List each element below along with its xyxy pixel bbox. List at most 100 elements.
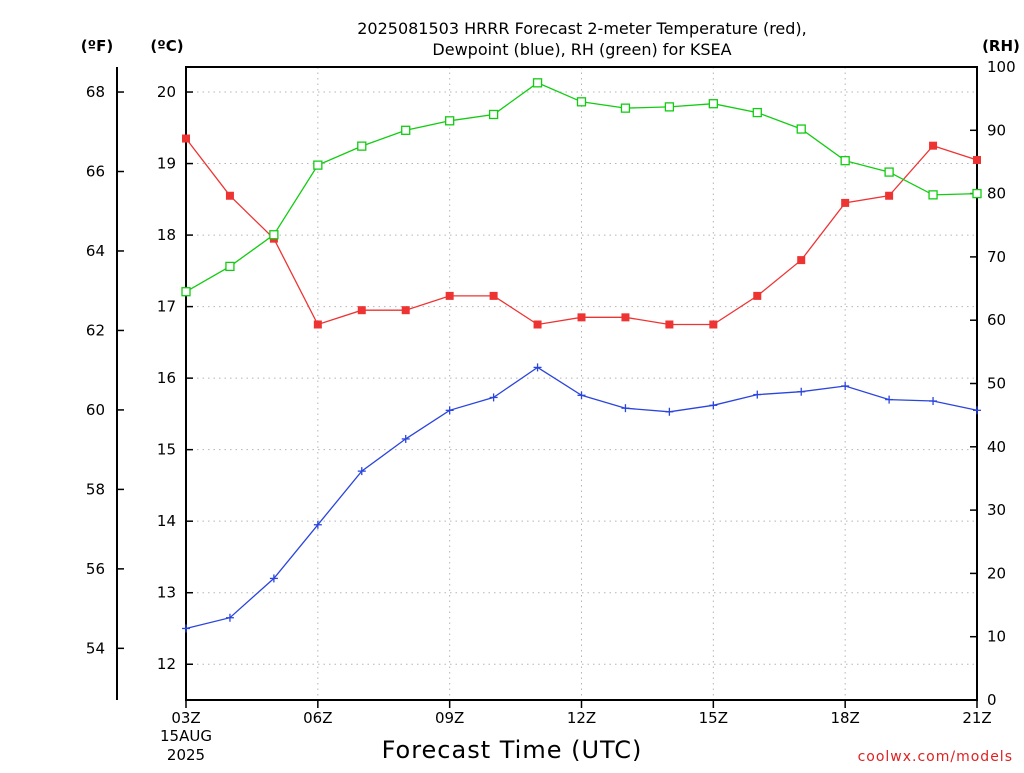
dewpoint-point [929, 397, 938, 406]
celsius-tick-label: 13 [157, 584, 176, 602]
temperature-point [182, 134, 190, 143]
chart-subtitle: Dewpoint (blue), RH (green) for KSEA [432, 40, 731, 59]
x-tick-label: 03Z [171, 709, 200, 727]
rh-tick-label: 100 [987, 58, 1016, 76]
rh-point [576, 97, 587, 107]
dewpoint-point [621, 404, 630, 413]
rh-point [401, 125, 411, 135]
dewpoint-point [709, 401, 718, 410]
x-tick-label: 09Z [435, 709, 464, 727]
rh-point [928, 190, 938, 200]
dewpoint-point [269, 574, 278, 583]
x-tick-label: 15Z [699, 709, 728, 727]
dewpoint-point [489, 393, 498, 402]
temperature-point [621, 313, 630, 322]
chart-title: 2025081503 HRRR Forecast 2-meter Tempera… [357, 19, 807, 38]
rh-tick-label: 60 [987, 311, 1006, 329]
credit-label: coolwx.com/models [858, 749, 1013, 765]
celsius-tick-label: 16 [157, 369, 176, 387]
fahrenheit-tick-label: 54 [86, 639, 105, 657]
fahrenheit-tick-label: 64 [86, 242, 105, 260]
x-date-label-month: 15AUG [160, 727, 212, 745]
x-tick-label: 21Z [962, 709, 991, 727]
rh-tick-label: 30 [987, 501, 1006, 519]
temperature-point [753, 291, 762, 300]
temperature-point [665, 320, 674, 329]
x-tick-label: 12Z [567, 709, 596, 727]
fahrenheit-tick-label: 56 [86, 560, 105, 578]
dewpoint-line [185, 366, 978, 630]
rh-point [884, 167, 894, 177]
temperature-point [445, 291, 454, 300]
celsius-tick-label: 12 [157, 655, 176, 673]
rh-point [532, 78, 543, 88]
temperature-point [797, 256, 806, 265]
celsius-tick-label: 18 [157, 226, 176, 244]
rh-point [181, 287, 191, 297]
dewpoint-point [577, 391, 586, 400]
rh-tick-label: 40 [987, 438, 1006, 456]
rh-tick-label: 70 [987, 248, 1006, 266]
rh-tick-label: 0 [987, 691, 997, 709]
x-tick-label: 06Z [303, 709, 332, 727]
temperature-point [929, 141, 938, 150]
rh-series [181, 78, 982, 297]
rh-point [752, 107, 762, 118]
celsius-unit-label: (ºC) [150, 37, 183, 55]
celsius-tick-label: 14 [157, 512, 176, 530]
dewpoint-point [533, 363, 542, 372]
rh-point [313, 160, 323, 170]
dewpoint-point [797, 387, 806, 396]
rh-point [796, 124, 806, 134]
fahrenheit-tick-label: 66 [86, 163, 105, 181]
celsius-tick-label: 15 [157, 441, 176, 459]
dewpoint-point [401, 434, 410, 443]
dewpoint-series [182, 363, 981, 633]
rh-tick-label: 50 [987, 375, 1006, 393]
fahrenheit-tick-label: 62 [86, 321, 105, 339]
rh-point [225, 261, 235, 272]
temperature-point [533, 320, 542, 329]
fahrenheit-tick-label: 68 [86, 83, 105, 101]
temperature-point [313, 320, 322, 329]
temperature-point [489, 291, 498, 300]
rh-point [488, 109, 499, 120]
fahrenheit-tick-label: 58 [86, 480, 105, 498]
rh-tick-label: 10 [987, 628, 1006, 646]
x-tick-label: 18Z [830, 709, 859, 727]
temperature-point [841, 198, 850, 207]
dewpoint-point [225, 613, 234, 622]
rh-point [445, 116, 455, 126]
dewpoint-point [313, 520, 322, 529]
temperature-point [709, 320, 718, 329]
rh-point [664, 102, 675, 112]
temperature-point [885, 191, 894, 200]
dewpoint-point [182, 624, 190, 633]
temperature-point [401, 306, 410, 315]
rh-point [708, 99, 718, 109]
gridlines [186, 67, 977, 700]
dewpoint-point [973, 406, 981, 415]
rh-unit-label: (RH) [982, 37, 1020, 55]
dewpoint-point [753, 390, 762, 399]
x-date-label-year: 2025 [167, 746, 205, 764]
temperature-point [577, 313, 586, 322]
dewpoint-point [665, 407, 674, 416]
rh-point [972, 188, 982, 199]
dewpoint-point [357, 467, 366, 476]
rh-point [357, 141, 367, 151]
x-axis-label: Forecast Time (UTC) [382, 736, 643, 764]
celsius-tick-label: 17 [157, 298, 176, 316]
temperature-point [973, 155, 981, 164]
rh-point [620, 103, 631, 113]
temperature-point [357, 306, 366, 315]
rh-tick-label: 80 [987, 185, 1006, 203]
celsius-tick-label: 19 [157, 155, 176, 173]
celsius-tick-label: 20 [157, 83, 176, 101]
rh-tick-label: 20 [987, 564, 1006, 582]
fahrenheit-unit-label: (ºF) [81, 37, 113, 55]
temperature-point [225, 191, 234, 200]
rh-tick-label: 90 [987, 121, 1006, 139]
